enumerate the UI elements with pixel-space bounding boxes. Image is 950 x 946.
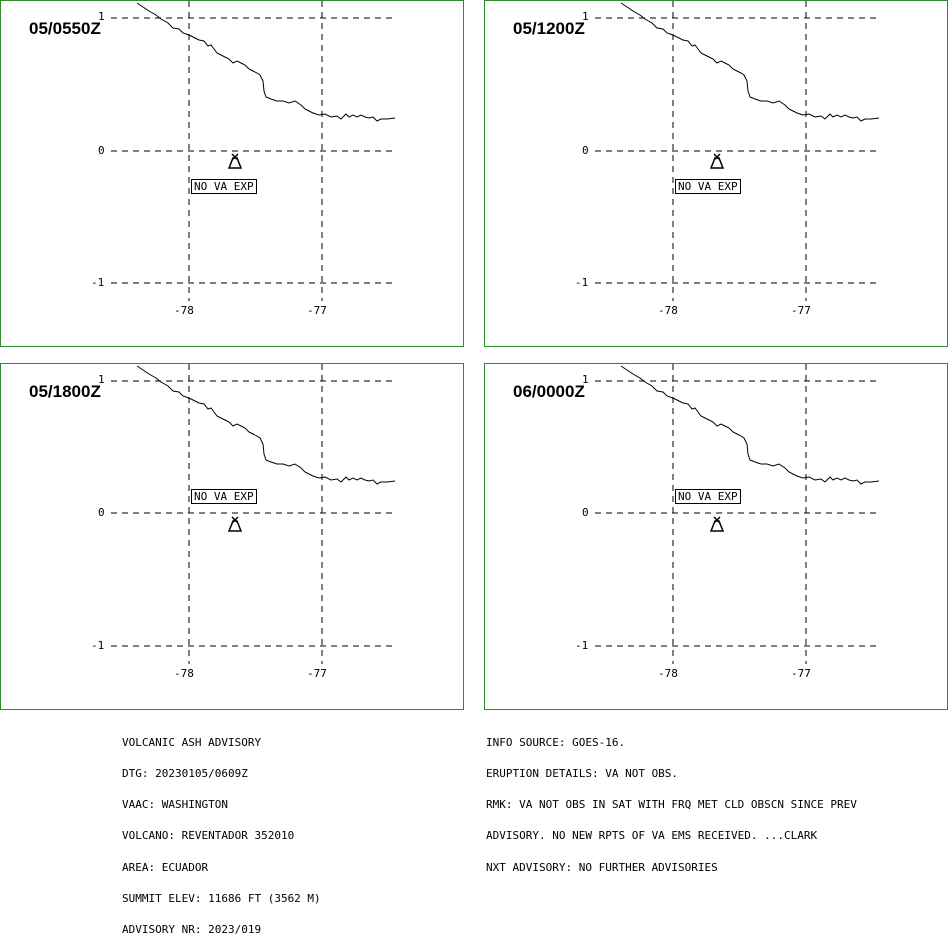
valid-time-label: 06/0000Z xyxy=(513,382,585,401)
va-forecast-label: NO VA EXP xyxy=(191,489,257,504)
map-panel-2: 05/1200Z 1 0 -1 -78 -77 NO VA EXP xyxy=(484,0,948,347)
map-graphics xyxy=(111,364,396,664)
valid-time-label: 05/1200Z xyxy=(513,19,585,38)
lat-label: 1 xyxy=(582,373,589,386)
valid-time-label: 05/0550Z xyxy=(29,19,101,38)
advisory-details-block: INFO SOURCE: GOES-16. ERUPTION DETAILS: … xyxy=(486,717,857,884)
coastline xyxy=(620,365,880,485)
map-graphics xyxy=(595,1,880,301)
map-panel-1: 05/0550Z 1 0 -1 -78 -77 NO VA EXP xyxy=(0,0,464,347)
coastline xyxy=(136,365,396,485)
volcano-icon xyxy=(227,516,243,532)
lon-label: -78 xyxy=(174,667,194,680)
lat-label: 1 xyxy=(98,373,105,386)
lat-label: 0 xyxy=(582,144,589,157)
va-forecast-label: NO VA EXP xyxy=(675,179,741,194)
lon-label: -78 xyxy=(658,304,678,317)
advisory-line: ADVISORY. NO NEW RPTS OF VA EMS RECEIVED… xyxy=(486,829,818,843)
valid-time-label: 05/1800Z xyxy=(29,382,101,401)
volcano-icon xyxy=(709,153,725,169)
advisory-line: AREA: ECUADOR xyxy=(122,860,209,874)
advisory-line: ERUPTION DETAILS: VA NOT OBS. xyxy=(486,767,679,781)
lat-label: -1 xyxy=(575,639,589,652)
advisory-line: VOLCANO: REVENTADOR 352010 xyxy=(122,829,295,843)
lon-label: -78 xyxy=(174,304,194,317)
lat-label: 1 xyxy=(582,10,589,23)
coastline xyxy=(136,2,396,122)
map-panel-4: 06/0000Z 1 0 -1 -78 -77 NO VA EXP xyxy=(484,363,948,710)
lat-label: -1 xyxy=(91,276,105,289)
lat-label: 0 xyxy=(98,144,105,157)
lat-label: 0 xyxy=(98,506,105,519)
advisory-line: INFO SOURCE: GOES-16. xyxy=(486,735,626,749)
advisory-line: VAAC: WASHINGTON xyxy=(122,798,228,812)
advisory-line: SUMMIT ELEV: 11686 FT (3562 M) xyxy=(122,891,321,905)
advisory-line: DTG: 20230105/0609Z xyxy=(122,767,248,781)
advisory-line: NXT ADVISORY: NO FURTHER ADVISORIES xyxy=(486,860,718,874)
volcano-icon xyxy=(709,516,725,532)
lat-label: -1 xyxy=(91,639,105,652)
advisory-line: ADVISORY NR: 2023/019 xyxy=(122,923,262,937)
advisory-line: RMK: VA NOT OBS IN SAT WITH FRQ MET CLD … xyxy=(486,798,857,812)
lon-label: -77 xyxy=(791,667,811,680)
map-graphics xyxy=(111,1,396,301)
lon-label: -78 xyxy=(658,667,678,680)
va-forecast-label: NO VA EXP xyxy=(191,179,257,194)
lat-label: 0 xyxy=(582,506,589,519)
map-panel-3: 05/1800Z 1 0 -1 -78 -77 NO VA EXP xyxy=(0,363,464,710)
lon-label: -77 xyxy=(307,304,327,317)
volcano-icon xyxy=(227,153,243,169)
lat-label: -1 xyxy=(575,276,589,289)
lon-label: -77 xyxy=(307,667,327,680)
advisory-header-block: VOLCANIC ASH ADVISORY DTG: 20230105/0609… xyxy=(122,717,321,946)
va-forecast-label: NO VA EXP xyxy=(675,489,741,504)
map-graphics xyxy=(595,364,880,664)
advisory-line: VOLCANIC ASH ADVISORY xyxy=(122,735,262,749)
coastline xyxy=(620,2,880,122)
lat-label: 1 xyxy=(98,10,105,23)
lon-label: -77 xyxy=(791,304,811,317)
